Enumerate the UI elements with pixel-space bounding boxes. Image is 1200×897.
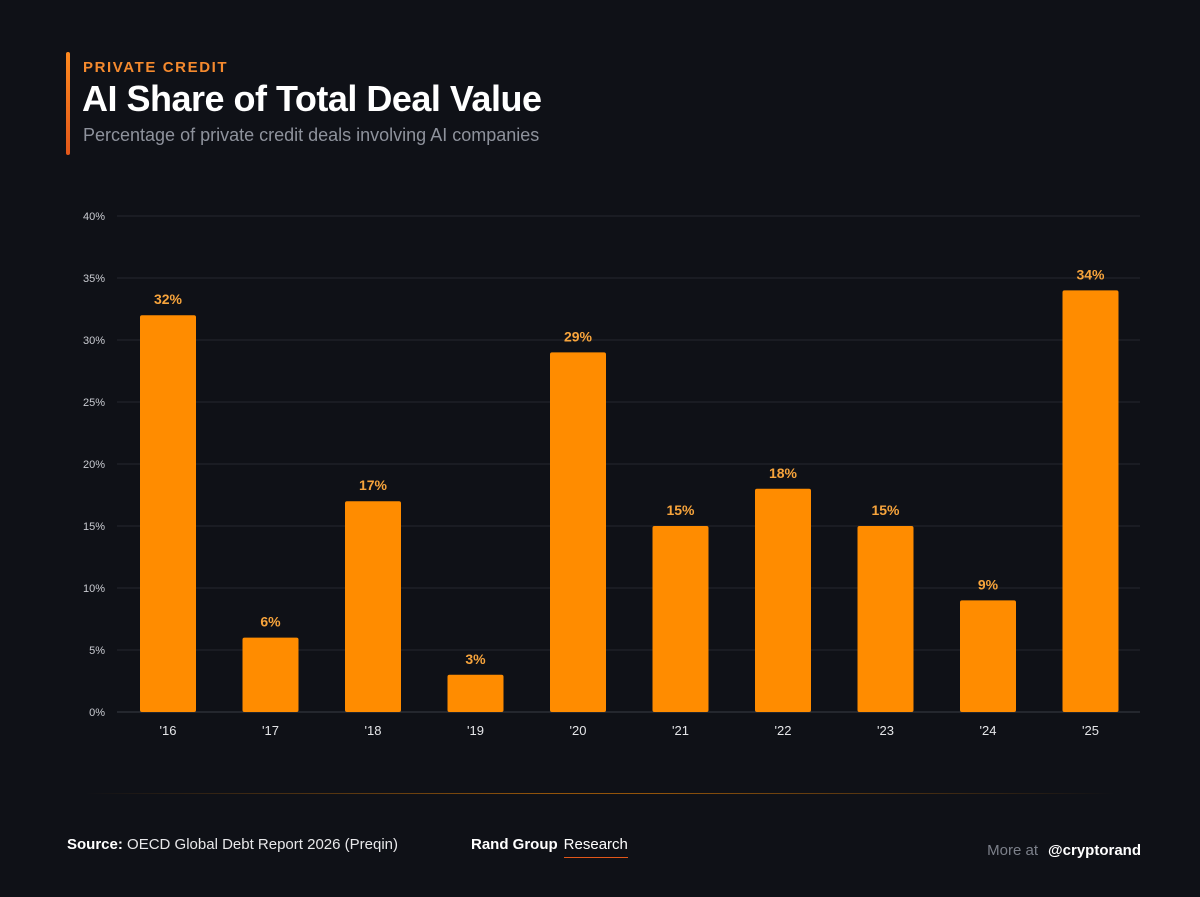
bar-value-label: 15% — [666, 502, 695, 518]
x-tick-label: '22 — [775, 723, 792, 738]
y-tick-label: 0% — [89, 707, 105, 719]
header-accent-bar — [66, 52, 70, 155]
y-tick-label: 30% — [83, 335, 105, 347]
bar-17 — [242, 637, 299, 712]
bar-18 — [345, 501, 401, 712]
bar-16 — [140, 315, 196, 712]
chart-header: PRIVATE CREDIT AI Share of Total Deal Va… — [66, 52, 766, 155]
y-tick-label: 25% — [83, 397, 105, 409]
page-subtitle: Percentage of private credit deals invol… — [83, 125, 540, 145]
bar-20 — [550, 352, 606, 712]
bar-value-label: 15% — [871, 502, 900, 518]
y-tick-label: 10% — [83, 583, 105, 595]
bar-19 — [447, 674, 504, 712]
y-tick-label: 5% — [89, 645, 105, 657]
brand-name: Rand Group — [471, 836, 558, 853]
bar-22 — [755, 488, 811, 712]
bar-value-label: 3% — [465, 651, 486, 667]
bar-value-label: 9% — [978, 576, 999, 592]
more-at: More at @cryptorand — [987, 842, 1141, 859]
x-tick-label: '20 — [570, 723, 587, 738]
bar-value-label: 18% — [769, 465, 798, 481]
bar-24 — [960, 600, 1016, 712]
source-text: OECD Global Debt Report 2026 (Preqin) — [127, 836, 398, 853]
x-tick-label: '24 — [980, 723, 997, 738]
brand: Rand Group Research — [471, 836, 628, 858]
kicker: PRIVATE CREDIT — [83, 59, 229, 76]
social-handle-link[interactable]: @cryptorand — [1048, 842, 1141, 859]
bar-21 — [652, 526, 709, 712]
page-title: AI Share of Total Deal Value — [82, 78, 542, 119]
x-tick-label: '19 — [467, 723, 484, 738]
x-tick-label: '21 — [672, 723, 689, 738]
source-label: Source: — [67, 836, 123, 853]
footer-divider — [85, 793, 1115, 794]
x-tick-label: '17 — [262, 723, 279, 738]
bar-value-label: 6% — [260, 614, 281, 630]
more-label: More at — [987, 842, 1039, 859]
source-note: Source: OECD Global Debt Report 2026 (Pr… — [67, 836, 398, 853]
x-tick-label: '18 — [365, 723, 382, 738]
y-tick-label: 15% — [83, 521, 105, 533]
x-tick-label: '16 — [160, 723, 177, 738]
bar-value-label: 17% — [359, 477, 388, 493]
y-tick-label: 20% — [83, 459, 105, 471]
y-tick-label: 35% — [83, 273, 105, 285]
bar-23 — [857, 526, 914, 712]
x-tick-label: '23 — [877, 723, 894, 738]
bar-value-label: 29% — [564, 328, 593, 344]
bar-value-label: 34% — [1076, 266, 1105, 282]
y-tick-label: 40% — [83, 211, 105, 223]
brand-tag: Research — [563, 836, 628, 858]
x-tick-label: '25 — [1082, 723, 1099, 738]
bar-25 — [1062, 290, 1119, 712]
bar-value-label: 32% — [154, 291, 183, 307]
